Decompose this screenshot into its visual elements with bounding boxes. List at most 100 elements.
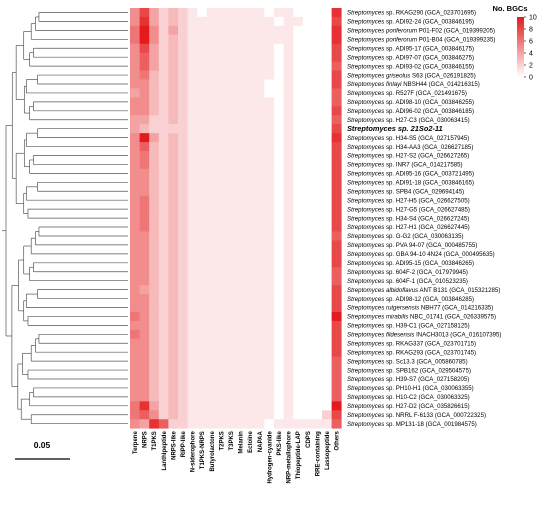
heatmap-cell: [216, 410, 227, 420]
heatmap-cell: [283, 258, 294, 268]
heatmap-cell: [206, 267, 217, 277]
heatmap-cell: [206, 177, 217, 188]
heatmap-cell: [158, 8, 169, 18]
heatmap-cell: [216, 52, 227, 63]
heatmap-cell: [226, 61, 236, 71]
heatmap-cell: [264, 106, 275, 116]
heatmap-cell: [331, 142, 342, 152]
heatmap-cell: [197, 392, 208, 402]
heatmap-cell: [254, 8, 265, 18]
heatmap-cell: [158, 142, 169, 152]
heatmap-cell: [283, 16, 294, 27]
heatmap-cell: [254, 311, 265, 322]
heatmap-cell: [322, 159, 332, 170]
heatmap-cell: [139, 383, 150, 393]
column-label: T3PKS: [229, 431, 235, 450]
row-label: Streptomyces rutgersensis NBH77 (GCA_014…: [347, 305, 493, 312]
heatmap-cell: [168, 329, 179, 340]
heatmap-cell: [139, 213, 150, 223]
heatmap-cell: [226, 133, 236, 143]
heatmap-cell: [158, 124, 169, 134]
heatmap-cell: [283, 25, 294, 36]
heatmap-cell: [206, 338, 217, 349]
heatmap-cell: [245, 267, 256, 277]
heatmap-cell: [254, 329, 265, 340]
heatmap-cell: [254, 70, 265, 80]
heatmap-cell: [264, 258, 275, 268]
heatmap-cell: [130, 401, 140, 411]
row-label: Streptomyces sp. ADI92-24 (GCA_003846195…: [347, 19, 474, 26]
heatmap-cell: [274, 294, 284, 304]
heatmap-cell: [226, 43, 236, 54]
heatmap-cell: [226, 88, 236, 98]
heatmap-cell: [139, 365, 150, 375]
heatmap-cell: [331, 124, 342, 134]
heatmap-cell: [206, 159, 217, 170]
column-label: NRPS: [143, 431, 149, 448]
heatmap-cell: [187, 392, 198, 402]
heatmap-cell: [322, 320, 332, 331]
heatmap-cell: [226, 419, 236, 429]
heatmap-cell: [206, 383, 217, 393]
heatmap-cell: [283, 115, 294, 125]
heatmap-cell: [331, 25, 342, 36]
heatmap-cell: [264, 195, 275, 206]
heatmap-cell: [197, 8, 208, 18]
heatmap-cell: [293, 267, 304, 277]
heatmap-cell: [130, 195, 140, 206]
heatmap-cell: [235, 61, 246, 71]
heatmap-cell: [293, 195, 304, 206]
heatmap-cell: [178, 177, 188, 188]
heatmap-cell: [158, 115, 169, 125]
heatmap-cell: [197, 329, 208, 340]
heatmap-cell: [331, 329, 342, 340]
heatmap-cell: [254, 88, 265, 98]
heatmap-cell: [235, 303, 246, 313]
heatmap-cell: [312, 311, 323, 322]
heatmap-cell: [206, 285, 217, 295]
heatmap-cell: [178, 249, 188, 259]
heatmap-cell: [245, 124, 256, 134]
heatmap-cell: [331, 70, 342, 80]
heatmap-cell: [264, 43, 275, 54]
heatmap-cell: [130, 303, 140, 313]
heatmap-cell: [139, 159, 150, 170]
heatmap-cell: [302, 52, 313, 63]
heatmap-cell: [130, 52, 140, 63]
heatmap-cell: [302, 258, 313, 268]
heatmap-cell: [302, 142, 313, 152]
heatmap-cell: [178, 79, 188, 89]
heatmap-cell: [139, 168, 150, 179]
heatmap-cell: [283, 249, 294, 259]
heatmap-cell: [187, 79, 198, 89]
heatmap-cell: [149, 115, 160, 125]
heatmap-cell: [302, 276, 313, 286]
heatmap-cell: [149, 79, 160, 89]
heatmap-cell: [149, 70, 160, 80]
heatmap-cell: [187, 142, 198, 152]
heatmap-cell: [130, 106, 140, 116]
heatmap-cell: [235, 249, 246, 259]
heatmap-cell: [302, 133, 313, 143]
heatmap-cell: [254, 222, 265, 232]
heatmap-cell: [139, 329, 150, 340]
heatmap-cell: [322, 276, 332, 286]
heatmap-cell: [235, 356, 246, 366]
heatmap-cell: [130, 311, 140, 322]
heatmap-cell: [216, 151, 227, 161]
heatmap-cell: [331, 61, 342, 71]
heatmap-cell: [245, 151, 256, 161]
heatmap-cell: [216, 365, 227, 375]
row-label: Streptomyces sp. H39-S7 (GCA_027158205): [347, 376, 469, 383]
heatmap-cell: [331, 204, 342, 215]
heatmap-cell: [312, 383, 323, 393]
heatmap-cell: [264, 115, 275, 125]
heatmap-cell: [245, 338, 256, 349]
heatmap-cell: [197, 25, 208, 36]
heatmap-cell: [274, 124, 284, 134]
heatmap-cell: [178, 195, 188, 206]
heatmap-cell: [226, 177, 236, 188]
heatmap-cell: [139, 401, 150, 411]
